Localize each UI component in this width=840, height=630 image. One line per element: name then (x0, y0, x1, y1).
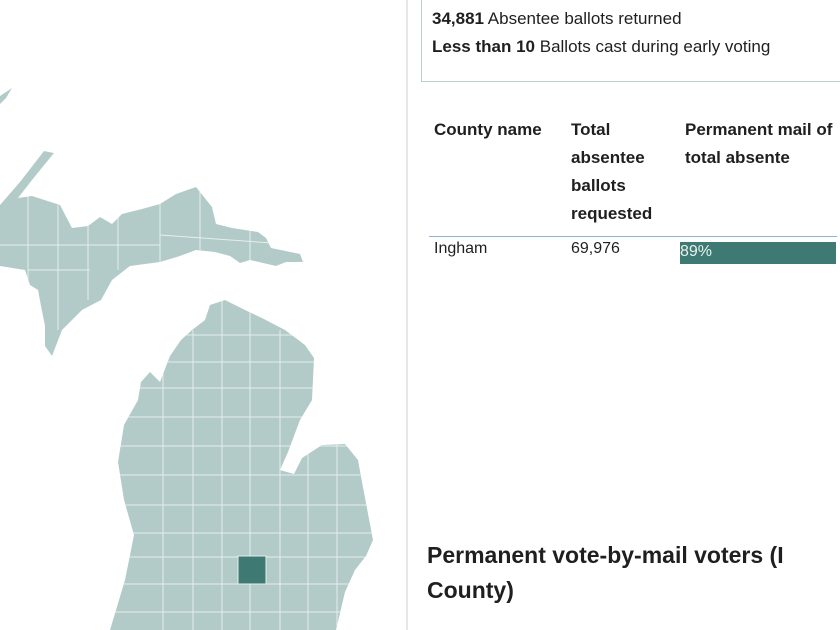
header-county-name[interactable]: County name (429, 112, 566, 237)
header-permanent-mail[interactable]: Permanent mail of total absente (680, 112, 837, 237)
table-row: Ingham 69,976 89% (429, 237, 837, 264)
island-shape (0, 88, 12, 104)
returned-stat: 34,881 Absentee ballots returned (432, 9, 682, 28)
county-table: County name Total absentee ballots reque… (429, 112, 837, 264)
section-title: Permanent vote-by-mail voters (I County) (427, 542, 784, 603)
percent-label: 89% (680, 243, 713, 260)
requested-cell: 69,976 (571, 240, 620, 257)
permanent-cell: 89% (680, 237, 837, 264)
early-voting-stat: Less than 10 Ballots cast during early v… (432, 37, 771, 56)
percent-bar-fill (680, 242, 837, 264)
lower-peninsula (110, 300, 373, 630)
panel-divider (406, 0, 408, 630)
county-ingham[interactable] (237, 555, 267, 585)
michigan-county-map (0, 88, 373, 630)
summary-box: 34,881 Absentee ballots returned Less th… (421, 0, 840, 82)
percent-bar: 89% (680, 240, 837, 264)
county-cell: Ingham (434, 240, 488, 257)
header-total-requested[interactable]: Total absentee ballots requested (566, 112, 680, 237)
